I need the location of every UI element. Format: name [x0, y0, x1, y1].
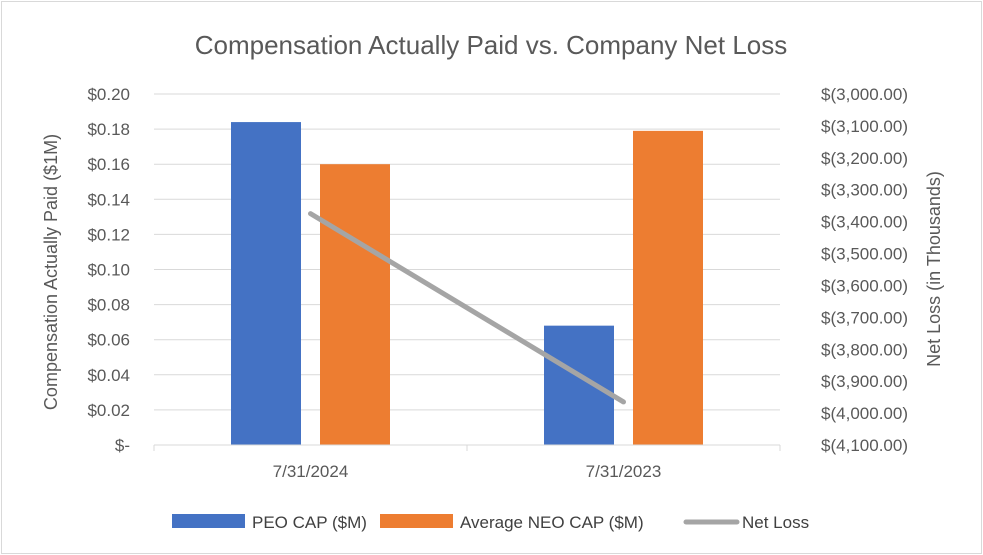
- right-tick-label: $(3,600.00): [821, 276, 908, 295]
- legend-swatch: [172, 514, 245, 528]
- left-tick-label: $0.02: [87, 401, 130, 420]
- net-loss-line: [308, 211, 626, 405]
- x-axis-ticks: 7/31/2024 7/31/2023: [153, 445, 781, 481]
- right-axis-title: Net Loss (in Thousands): [924, 171, 944, 367]
- left-tick-label: $0.18: [87, 120, 130, 139]
- right-axis-tick-labels: $(4,100.00) $(4,000.00) $(3,900.00) $(3,800…: [821, 85, 908, 455]
- right-tick-label: $(3,500.00): [821, 245, 908, 264]
- right-tick-label: $(3,400.00): [821, 213, 908, 232]
- left-tick-label: $-: [115, 436, 130, 455]
- left-tick-label: $0.08: [87, 296, 130, 315]
- legend-label: Average NEO CAP ($M): [460, 513, 644, 532]
- x-tick-label: 7/31/2023: [586, 462, 662, 481]
- right-tick-label: $(3,000.00): [821, 85, 908, 104]
- bar: [320, 164, 390, 445]
- right-tick-label: $(3,200.00): [821, 149, 908, 168]
- left-tick-label: $0.12: [87, 225, 130, 244]
- left-tick-label: $0.04: [87, 366, 130, 385]
- right-tick-label: $(4,000.00): [821, 404, 908, 423]
- bar: [231, 122, 301, 445]
- bar: [544, 325, 614, 445]
- legend-label: PEO CAP ($M): [252, 513, 367, 532]
- legend: PEO CAP ($M) Average NEO CAP ($M) Net Loss: [172, 513, 809, 532]
- right-tick-label: $(3,800.00): [821, 340, 908, 359]
- right-tick-label: $(3,700.00): [821, 308, 908, 327]
- bar: [633, 130, 703, 446]
- legend-label: Net Loss: [742, 513, 809, 532]
- right-tick-label: $(4,100.00): [821, 436, 908, 455]
- left-tick-label: $0.14: [87, 190, 130, 209]
- right-tick-label: $(3,100.00): [821, 117, 908, 136]
- left-tick-label: $0.10: [87, 261, 130, 280]
- chart-title: Compensation Actually Paid vs. Company N…: [195, 30, 788, 60]
- left-tick-label: $0.20: [87, 85, 130, 104]
- legend-swatch: [380, 514, 453, 528]
- x-tick-label: 7/31/2024: [273, 462, 349, 481]
- right-tick-label: $(3,900.00): [821, 372, 908, 391]
- net-loss-line-layer: [308, 211, 626, 405]
- right-tick-label: $(3,300.00): [821, 181, 908, 200]
- left-axis-tick-labels: $- $0.02 $0.04 $0.06 $0.08 $0.10 $0.12 $0.14 $0.…: [87, 85, 130, 455]
- left-axis-title: Compensation Actually Paid ($1M): [41, 134, 61, 410]
- left-tick-label: $0.06: [87, 331, 130, 350]
- bars: [231, 122, 703, 446]
- left-tick-label: $0.16: [87, 155, 130, 174]
